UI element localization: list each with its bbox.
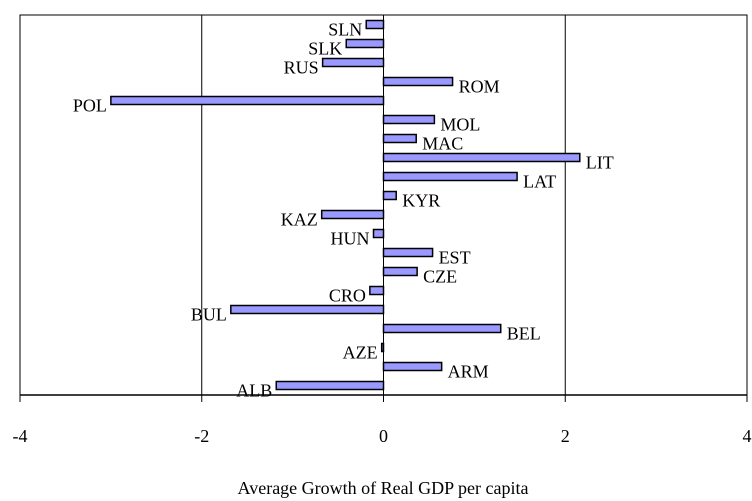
bar-label: LIT xyxy=(586,153,614,173)
x-axis-title: Average Growth of Real GDP per capita xyxy=(238,478,529,498)
bar xyxy=(372,228,385,239)
x-tick-label: -4 xyxy=(13,426,28,446)
bar-label: HUN xyxy=(331,229,370,249)
bar xyxy=(230,304,385,315)
bar xyxy=(382,247,434,258)
x-tick-label: 4 xyxy=(743,426,752,446)
bar-label: ALB xyxy=(236,381,272,401)
bar-label: KYR xyxy=(402,191,440,211)
bar xyxy=(382,76,454,87)
bar-label: AZE xyxy=(343,343,378,363)
bar-label: EST xyxy=(439,248,471,268)
bar-label: MOL xyxy=(440,115,480,135)
bar-label: KAZ xyxy=(281,210,318,230)
bar xyxy=(320,209,385,220)
bar-label: ROM xyxy=(459,77,500,97)
bar-label: SLN xyxy=(328,20,362,40)
bar xyxy=(275,380,385,391)
x-tick-label: 2 xyxy=(561,426,570,446)
bar-label: BUL xyxy=(191,305,227,325)
bar xyxy=(382,361,443,372)
bar xyxy=(365,19,385,30)
bar xyxy=(321,57,385,68)
bar xyxy=(382,133,417,144)
bar xyxy=(382,152,581,163)
bar-label: ARM xyxy=(448,362,489,382)
bar xyxy=(110,95,385,106)
bar-label: POL xyxy=(73,96,107,116)
bar-label: CZE xyxy=(423,267,457,287)
bar xyxy=(369,285,385,296)
bar xyxy=(382,171,518,182)
x-tick-label: 0 xyxy=(379,426,388,446)
bar xyxy=(380,342,385,353)
bar-label: BEL xyxy=(507,324,541,344)
x-tick-label: -2 xyxy=(194,426,209,446)
bar xyxy=(382,114,436,125)
bar xyxy=(345,38,385,49)
bar-label: CRO xyxy=(329,286,366,306)
bar xyxy=(382,266,418,277)
bar-label: MAC xyxy=(422,134,463,154)
bar-label: LAT xyxy=(523,172,556,192)
bar xyxy=(382,190,397,201)
bar-label: SLK xyxy=(308,39,342,59)
bar-label: RUS xyxy=(284,58,319,78)
bar xyxy=(382,323,502,334)
